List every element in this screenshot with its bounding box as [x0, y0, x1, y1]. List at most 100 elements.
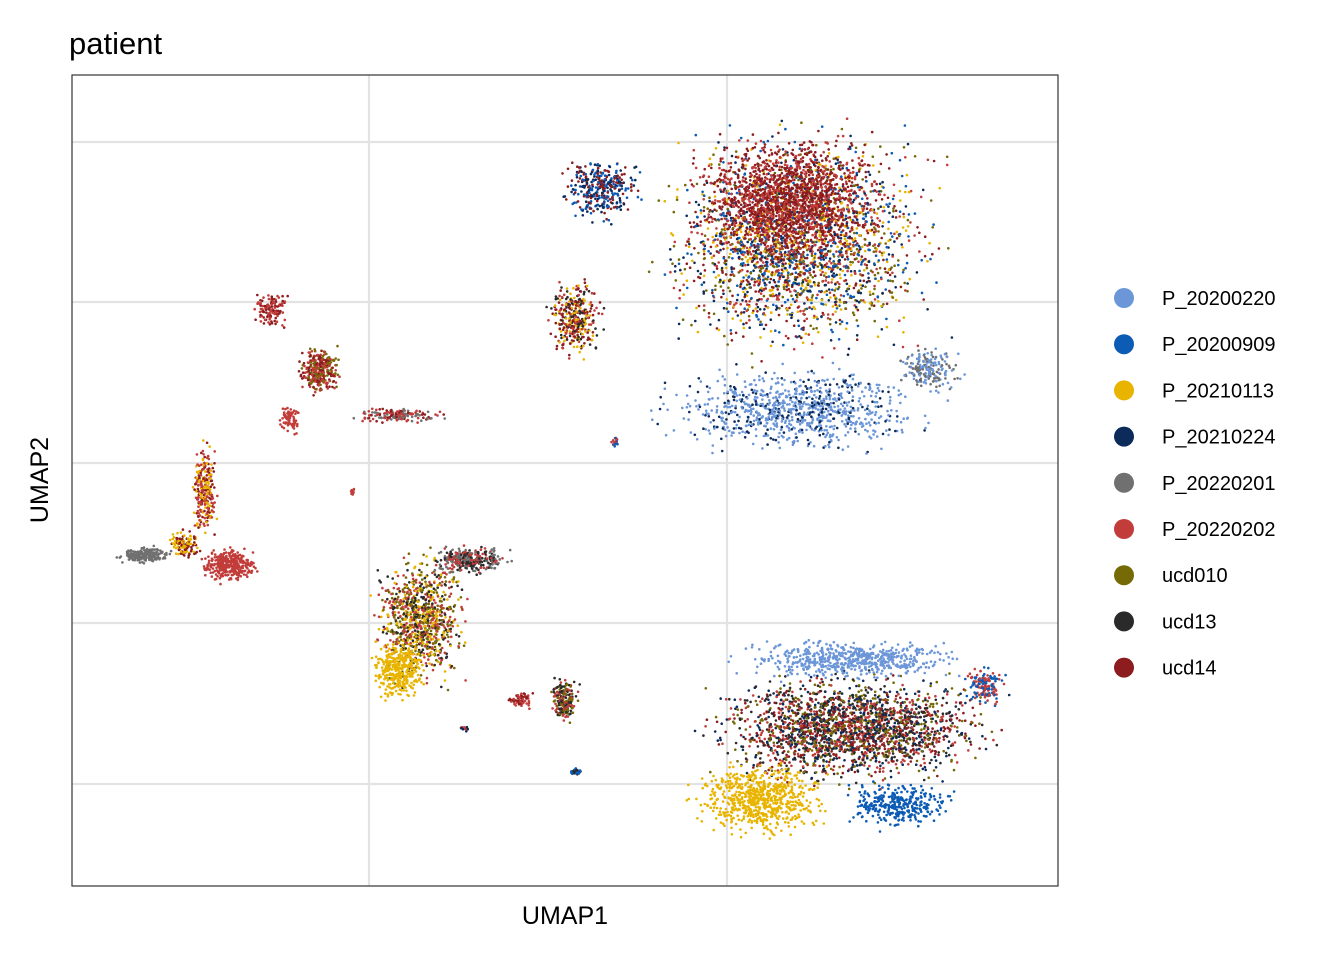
- scatter-point: [733, 392, 736, 396]
- scatter-point: [828, 440, 831, 444]
- scatter-point: [815, 326, 818, 330]
- scatter-point: [841, 167, 844, 170]
- scatter-point: [769, 159, 772, 163]
- scatter-point: [709, 245, 713, 249]
- scatter-point: [838, 217, 841, 220]
- scatter-point: [890, 151, 894, 155]
- scatter-point: [702, 252, 706, 256]
- scatter-point: [898, 232, 902, 236]
- scatter-point: [854, 150, 857, 154]
- scatter-point: [852, 184, 856, 187]
- scatter-point: [923, 429, 926, 432]
- scatter-point: [806, 276, 810, 280]
- scatter-point: [685, 394, 689, 397]
- scatter-point: [902, 316, 906, 319]
- scatter-point: [677, 258, 681, 261]
- scatter-point: [754, 290, 757, 293]
- scatter-point: [736, 413, 739, 417]
- scatter-point: [715, 411, 718, 414]
- scatter-point: [801, 191, 805, 195]
- scatter-point: [726, 401, 729, 405]
- scatter-point: [777, 261, 780, 264]
- scatter-point: [787, 142, 791, 145]
- scatter-point: [748, 228, 752, 231]
- scatter-point: [805, 264, 808, 268]
- scatter-point: [802, 250, 805, 254]
- scatter-point: [814, 158, 817, 162]
- scatter-point: [766, 257, 769, 261]
- scatter-point: [839, 276, 842, 280]
- scatter-point: [839, 161, 842, 164]
- scatter-point: [820, 186, 823, 189]
- scatter-point: [728, 405, 732, 409]
- scatter-point: [762, 207, 766, 210]
- scatter-point: [721, 157, 724, 160]
- scatter-point: [742, 326, 746, 330]
- scatter-point: [819, 424, 823, 428]
- scatter-point: [881, 225, 884, 228]
- scatter-point: [673, 270, 677, 273]
- scatter-point: [806, 182, 810, 186]
- scatter-point: [812, 258, 815, 261]
- scatter-point: [722, 211, 725, 215]
- scatter-point: [730, 431, 734, 434]
- scatter-point: [825, 397, 828, 401]
- scatter-point: [730, 339, 734, 342]
- scatter-point: [814, 150, 817, 154]
- scatter-point: [787, 390, 790, 393]
- scatter-point: [743, 436, 747, 439]
- scatter-point: [819, 252, 823, 255]
- scatter-point: [737, 199, 740, 203]
- scatter-point: [768, 281, 771, 284]
- scatter-point: [695, 405, 698, 408]
- scatter-point: [890, 266, 893, 269]
- scatter-point: [773, 403, 777, 407]
- scatter-point: [933, 357, 937, 361]
- scatter-point: [861, 405, 864, 409]
- scatter-point: [777, 268, 780, 272]
- scatter-point: [829, 165, 833, 168]
- scatter-point: [819, 210, 822, 214]
- scatter-point: [915, 271, 919, 274]
- scatter-point: [703, 269, 707, 272]
- scatter-point: [853, 427, 857, 430]
- scatter-point: [806, 187, 810, 190]
- scatter-point: [747, 415, 750, 419]
- scatter-point: [919, 377, 923, 381]
- scatter-point: [780, 241, 784, 245]
- scatter-point: [810, 204, 813, 207]
- scatter-point: [711, 291, 714, 295]
- scatter-point: [733, 224, 736, 227]
- scatter-point: [792, 404, 796, 408]
- scatter-point: [718, 280, 721, 284]
- scatter-point: [907, 190, 911, 194]
- scatter-point: [859, 403, 862, 406]
- scatter-point: [807, 151, 811, 154]
- scatter-point: [778, 331, 781, 334]
- scatter-point: [781, 404, 785, 408]
- scatter-point: [898, 189, 902, 193]
- scatter-point: [751, 311, 754, 315]
- scatter-point: [710, 409, 713, 412]
- scatter-point: [825, 193, 828, 196]
- scatter-point: [818, 397, 821, 400]
- scatter-point: [689, 431, 693, 434]
- scatter-point: [705, 289, 708, 292]
- scatter-point: [899, 285, 903, 289]
- scatter-point: [795, 203, 799, 206]
- scatter-point: [907, 239, 911, 242]
- scatter-point: [727, 224, 731, 227]
- scatter-point: [778, 275, 782, 279]
- scatter-point: [938, 186, 941, 190]
- scatter-point: [890, 291, 894, 294]
- scatter-point: [807, 170, 811, 174]
- scatter-point: [771, 232, 774, 235]
- scatter-point: [846, 431, 850, 434]
- scatter-point: [735, 231, 739, 234]
- scatter-point: [830, 212, 833, 216]
- scatter-point: [772, 189, 775, 193]
- scatter-point: [762, 434, 766, 438]
- scatter-point: [758, 413, 762, 417]
- scatter-point: [780, 425, 784, 429]
- scatter-point: [832, 401, 835, 405]
